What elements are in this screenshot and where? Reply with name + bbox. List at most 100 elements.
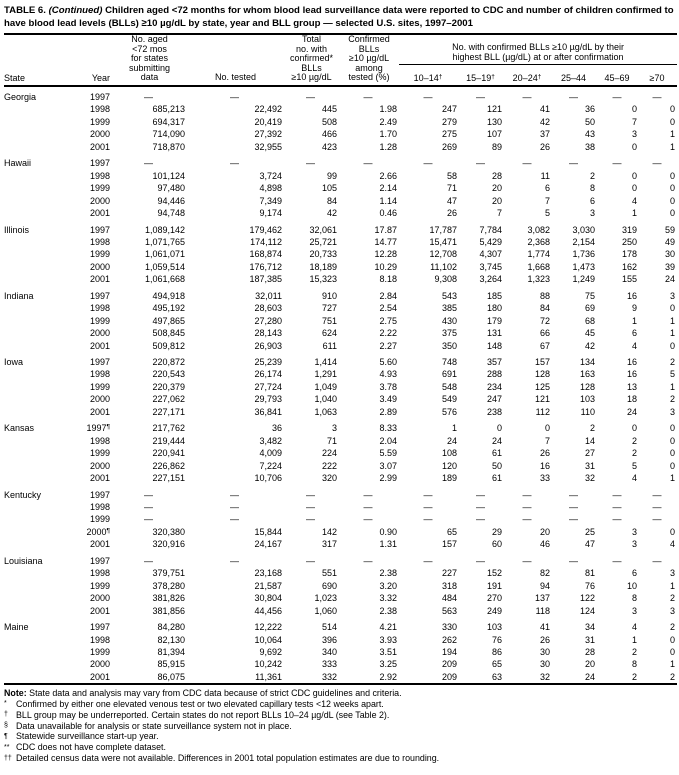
- data-cell: 4: [631, 195, 637, 206]
- data-cell: 3: [631, 539, 637, 550]
- data-cell: 189: [441, 473, 457, 484]
- year-cell: 2001: [89, 473, 110, 484]
- data-cell: 3: [631, 526, 637, 537]
- year-cell: 1999: [89, 249, 110, 260]
- table-row: 2001 509,812 26,903 611 2.27 350 148 67 42 4 0: [4, 340, 677, 352]
- data-cell: 32,011: [255, 290, 282, 301]
- data-cell: 6: [544, 183, 550, 194]
- data-cell: 508,845: [152, 328, 185, 339]
- table-row: 1999 220,941 4,009 224 5.59 108 61 26 27 2 0: [4, 447, 677, 459]
- data-cell: 381,856: [152, 605, 185, 616]
- data-cell: 47: [446, 195, 457, 206]
- data-cell: 86: [491, 647, 502, 657]
- data-cell: 27,280: [254, 315, 282, 326]
- data-cell: 385: [441, 303, 457, 314]
- data-cell: 0: [670, 435, 676, 446]
- data-cell: 509,812: [152, 340, 185, 351]
- data-cell: 3,482: [259, 435, 282, 446]
- data-cell: 29,793: [254, 394, 282, 405]
- data-cell: 65: [491, 659, 502, 670]
- table-row: 1998 — — — — — — — — — —: [4, 501, 677, 513]
- data-cell: 3: [670, 568, 676, 579]
- data-cell: 180: [486, 303, 502, 314]
- data-cell: —: [612, 555, 622, 566]
- data-cell: 26: [539, 634, 550, 645]
- year-cell: 1999: [89, 116, 110, 127]
- data-cell: 2.27: [379, 340, 397, 351]
- data-cell: 68: [584, 315, 595, 326]
- state-cell: [4, 658, 84, 670]
- data-cell: —: [652, 489, 662, 500]
- table-row: 2001 381,856 44,456 1,060 2.38 563 249 118 124 3 3: [4, 605, 677, 617]
- data-cell: 2.14: [379, 183, 397, 194]
- data-cell: 220,379: [152, 381, 185, 392]
- data-cell: 209: [441, 659, 457, 670]
- data-cell: 36: [271, 423, 282, 434]
- table-row: Illinois 1997 1,089,142 179,462 32,061 17.87 1…: [4, 220, 677, 236]
- data-cell: 508: [321, 116, 337, 127]
- state-cell: [4, 128, 84, 140]
- data-cell: 0: [670, 195, 676, 206]
- data-cell: 11,361: [255, 671, 282, 682]
- data-cell: 226,862: [152, 460, 185, 471]
- table-row: 2000 226,862 7,224 222 3.07 120 50 16 31 5 0: [4, 460, 677, 472]
- footnote: †† Detailed census data were not availabl…: [4, 753, 677, 764]
- data-cell: 162: [621, 261, 637, 272]
- data-cell: 43: [584, 129, 595, 140]
- data-cell: 1,414: [314, 357, 337, 368]
- data-cell: 5: [544, 208, 550, 219]
- data-cell: 0: [670, 448, 676, 459]
- data-cell: 576: [441, 406, 457, 417]
- data-cell: 0: [631, 423, 637, 434]
- year-cell: 1998: [89, 568, 110, 579]
- table-row: 2001 94,748 9,174 42 0.46 26 7 5 3 1 0: [4, 207, 677, 219]
- data-cell: 84: [539, 303, 550, 314]
- footnote: * Confirmed by either one elevated venous…: [4, 699, 677, 710]
- data-cell: 2: [631, 647, 637, 657]
- data-cell: 191: [486, 580, 502, 591]
- data-cell: 1: [631, 315, 637, 326]
- data-cell: 2: [670, 671, 676, 682]
- state-cell: [4, 302, 84, 314]
- continued-label: (Continued): [48, 5, 103, 16]
- data-cell: 1: [670, 381, 676, 392]
- data-cell: 1,060: [314, 605, 337, 616]
- table-row: 1998 379,751 23,168 551 2.38 227 152 82 81 6 3: [4, 567, 677, 579]
- data-cell: 20: [539, 526, 550, 537]
- data-cell: 125: [534, 381, 550, 392]
- table-row: 1999 220,379 27,724 1,049 3.78 548 234 125 128 13…: [4, 381, 677, 393]
- data-cell: 4.93: [379, 369, 397, 380]
- data-cell: 94,748: [157, 208, 185, 219]
- table-row: 2001 227,171 36,841 1,063 2.89 576 238 112 110 24…: [4, 406, 677, 418]
- data-cell: 2: [670, 357, 676, 368]
- data-cell: 76: [584, 580, 595, 591]
- data-cell: 71: [446, 183, 457, 194]
- data-cell: 15,844: [254, 526, 282, 537]
- data-cell: 27,724: [254, 381, 282, 392]
- data-cell: 12,222: [254, 622, 282, 633]
- data-cell: 0: [631, 170, 637, 181]
- data-cell: 14.77: [374, 236, 397, 247]
- data-cell: 0: [670, 116, 676, 127]
- state-cell: [4, 170, 84, 182]
- data-cell: 20: [491, 183, 502, 194]
- data-cell: 332: [321, 671, 337, 682]
- note-label: Note:: [4, 688, 27, 699]
- footnote: ¶ Statewide surveillance start-up year.: [4, 731, 677, 742]
- table-row: 2000 508,845 28,143 624 2.22 375 131 66 45 6 1: [4, 327, 677, 339]
- year-cell: 1997: [89, 158, 110, 169]
- data-cell: —: [230, 489, 239, 500]
- data-cell: —: [476, 489, 485, 500]
- data-cell: 72: [539, 315, 550, 326]
- state-cell: Kansas: [4, 423, 35, 434]
- data-cell: 222: [321, 460, 337, 471]
- data-cell: 1: [631, 208, 637, 219]
- data-cell: 71: [326, 435, 337, 446]
- data-cell: —: [522, 158, 532, 169]
- data-cell: 24: [491, 435, 502, 446]
- data-cell: —: [612, 502, 622, 513]
- data-cell: 330: [441, 622, 457, 633]
- data-cell: 20: [491, 195, 502, 206]
- col-header-ge70: ≥70: [649, 72, 665, 83]
- data-cell: 24: [665, 274, 676, 285]
